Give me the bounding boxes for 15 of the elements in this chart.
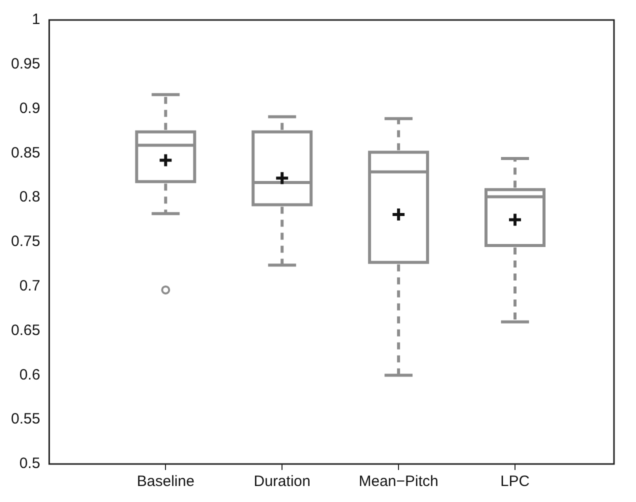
x-tick-label: Duration: [254, 473, 310, 490]
x-tick-label: Baseline: [136, 473, 194, 490]
y-tick-label: 0.7: [19, 278, 40, 295]
y-tick-label: 0.85: [10, 144, 40, 162]
x-tick-label: Mean−Pitch: [358, 473, 438, 490]
y-tick-label: 0.9: [19, 100, 40, 117]
y-tick-label: 0.6: [19, 366, 40, 384]
y-tick-label: 0.75: [10, 233, 40, 250]
y-tick-label: 0.55: [10, 410, 40, 428]
x-tick-label: LPC: [500, 473, 530, 490]
y-tick-label: 0.8: [19, 188, 40, 206]
y-tick-label: 1: [32, 11, 40, 28]
y-tick-label: 0.95: [10, 56, 40, 73]
y-tick-label: 0.5: [19, 455, 40, 472]
y-tick-label: 0.65: [10, 322, 40, 339]
